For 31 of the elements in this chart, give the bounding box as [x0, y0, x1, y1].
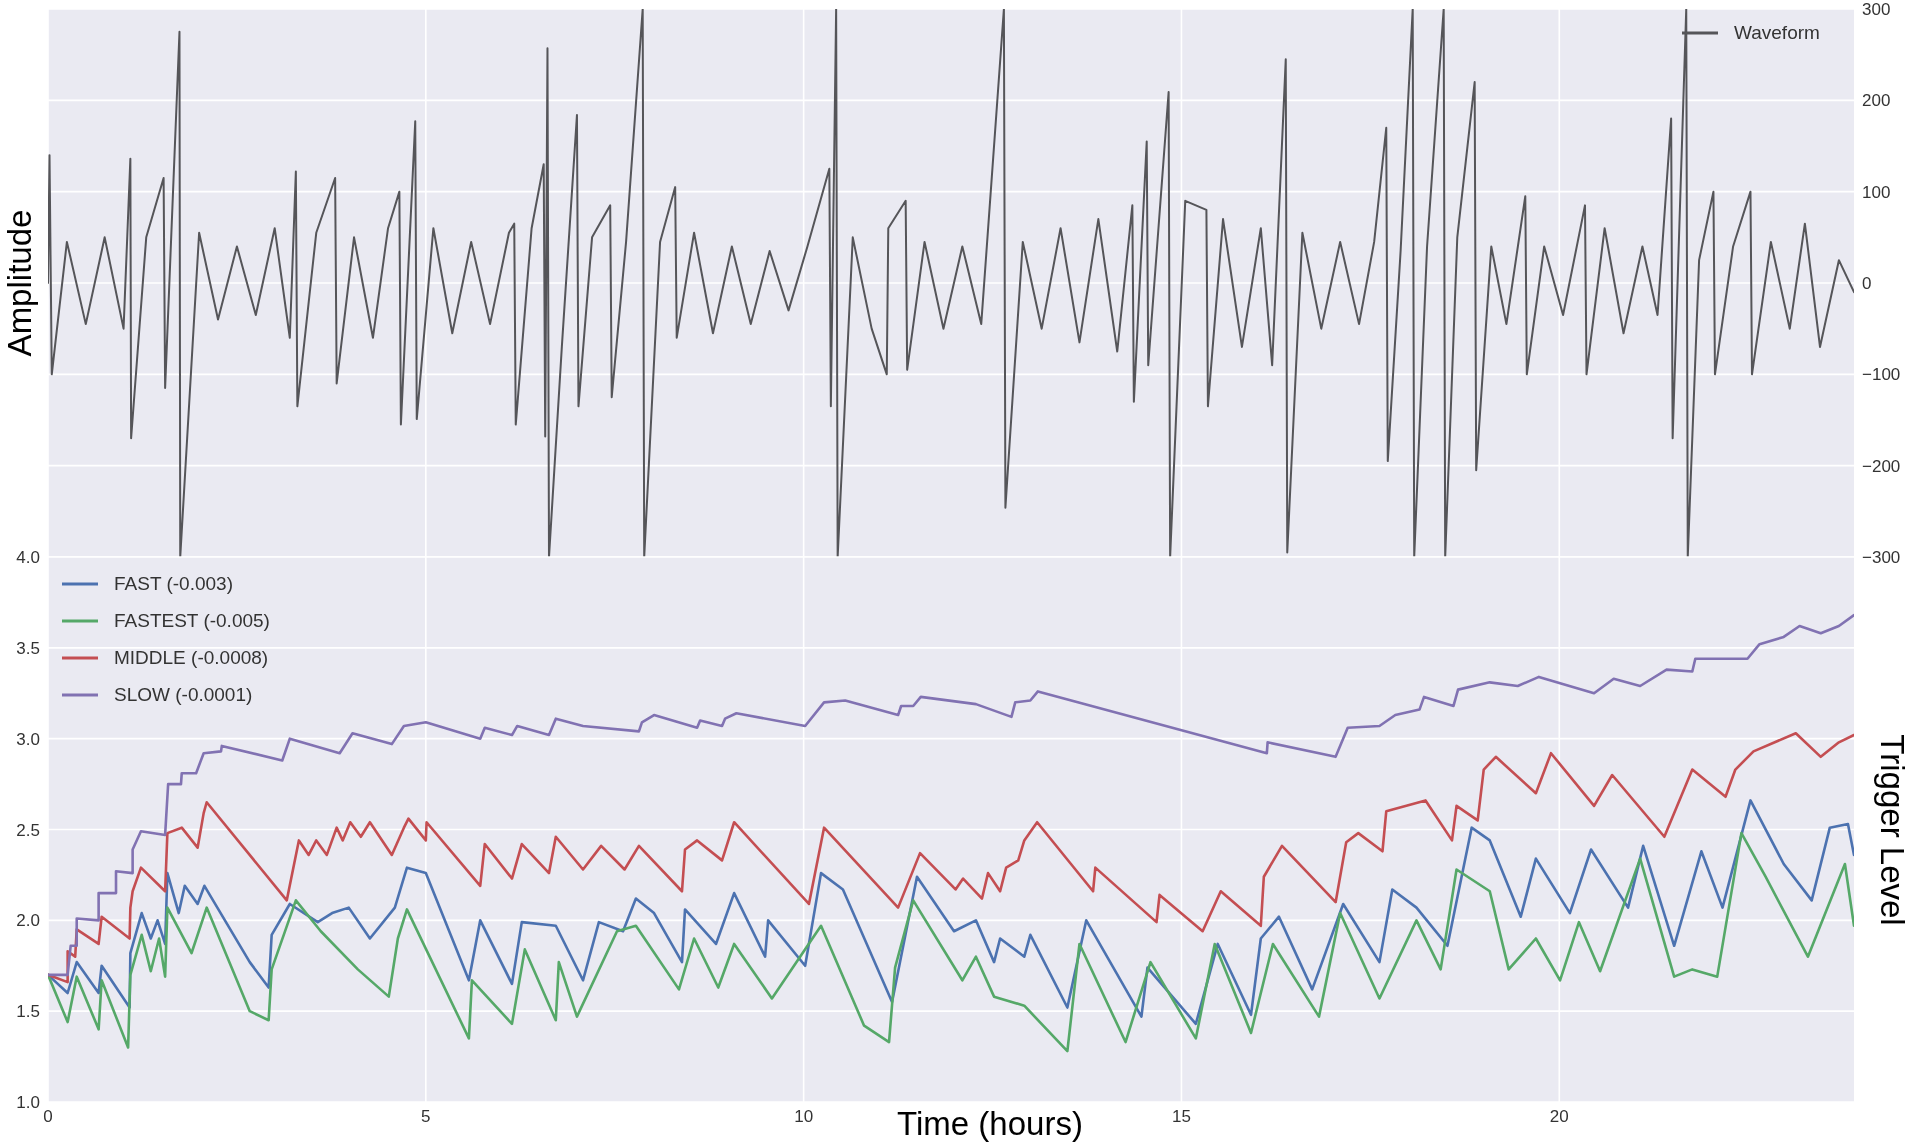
- x-axis-title: Time (hours): [897, 1105, 1083, 1142]
- legend-label: MIDDLE (-0.0008): [114, 646, 269, 669]
- x-tick-label: 20: [1549, 1107, 1569, 1127]
- line-series: [48, 799, 1854, 1026]
- legend-label: FAST (-0.003): [114, 572, 233, 595]
- legend-label: SLOW (-0.0001): [114, 683, 253, 706]
- line-series: [48, 731, 1854, 984]
- y-tick-label: 100: [1862, 182, 1891, 202]
- y-axis-title: Trigger Level: [1873, 732, 1912, 928]
- x-tick-label: 10: [794, 1107, 814, 1127]
- y-tick-label: 200: [1862, 91, 1891, 111]
- x-tick-label: 0: [43, 1107, 53, 1127]
- y-tick-label: −300: [1862, 548, 1901, 568]
- y-axis-title: Amplitude: [0, 208, 39, 359]
- y-tick-label: 2.0: [16, 911, 40, 931]
- y-tick-label: 0: [1862, 274, 1872, 294]
- line-series: [48, 831, 1854, 1053]
- y-tick-label: 3.0: [16, 729, 40, 749]
- y-tick-label: 300: [1862, 0, 1891, 20]
- legend-label: Waveform: [1734, 21, 1820, 44]
- y-tick-label: 1.0: [16, 1093, 40, 1113]
- y-tick-label: 4.0: [16, 548, 40, 568]
- y-tick-label: −200: [1862, 456, 1901, 476]
- line-series: [48, 613, 1854, 977]
- y-tick-label: 1.5: [16, 1002, 40, 1022]
- legend-label: FASTEST (-0.005): [114, 609, 270, 632]
- y-tick-label: 3.5: [16, 638, 40, 658]
- y-tick-label: 2.5: [16, 820, 40, 840]
- x-tick-label: 15: [1172, 1107, 1191, 1127]
- x-tick-label: 5: [421, 1107, 431, 1127]
- y-tick-label: −100: [1862, 365, 1901, 385]
